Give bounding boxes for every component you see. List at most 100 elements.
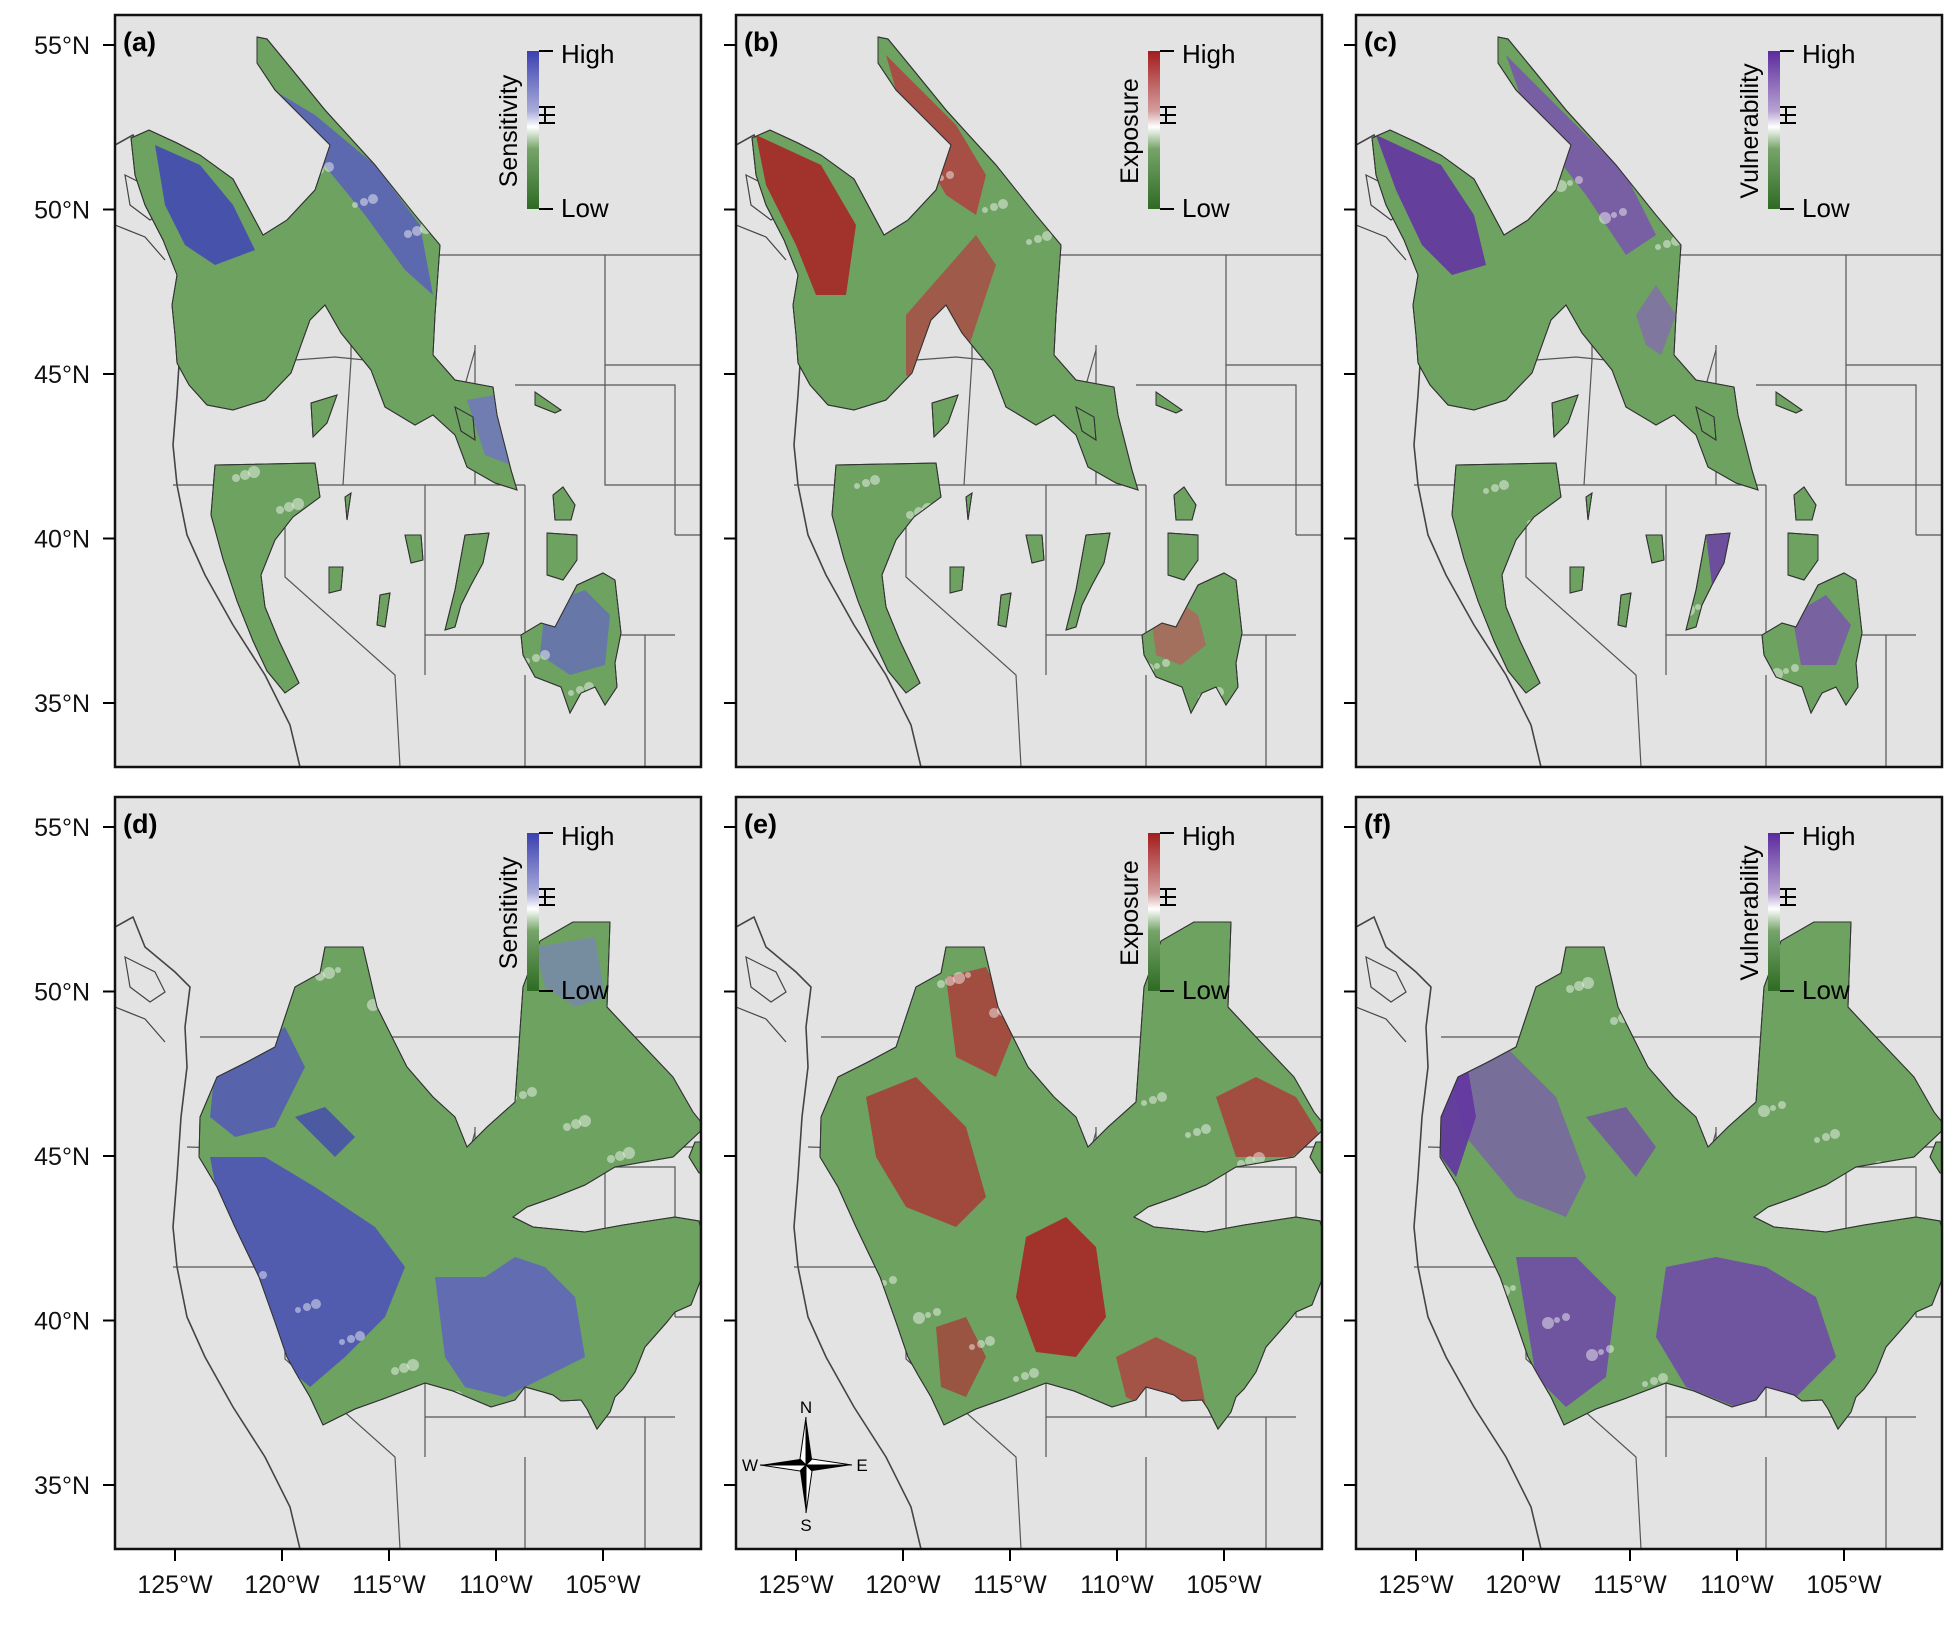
- lon-tick-label: 105°W: [565, 1571, 641, 1599]
- axis-ticks: [103, 44, 115, 704]
- lat-tick-label: 35°N: [34, 690, 90, 718]
- legend-colorbar: [1768, 833, 1780, 991]
- lon-tick-label: 120°W: [244, 1571, 320, 1599]
- lon-tick-label: 125°W: [1378, 1571, 1454, 1599]
- legend-ticks: [539, 832, 555, 992]
- high-value-patch: [1586, 1107, 1656, 1177]
- panel-label: (d): [123, 809, 157, 839]
- high-value-patch: [1636, 285, 1676, 355]
- high-value-patch: [155, 145, 255, 265]
- high-value-patch: [1706, 533, 1730, 585]
- panel-label: (e): [744, 809, 777, 839]
- legend-colorbar: [527, 51, 539, 209]
- legend-title: Exposure: [1116, 860, 1144, 966]
- high-value-patch: [295, 1107, 355, 1157]
- lon-tick-label: 110°W: [1080, 1571, 1154, 1599]
- high-value-patch: [1506, 55, 1656, 255]
- axis-labels: 55°N 50°N 45°N 40°N 35°N 55°N 50°N 45°N 40°N 35°N…: [34, 32, 1882, 1599]
- legend-high-label: High: [1802, 821, 1855, 851]
- lon-tick-label: 125°W: [758, 1571, 834, 1599]
- map-panel-c: (c) High Low Vulnerability: [1344, 13, 1944, 769]
- lon-tick-label: 120°W: [1485, 1571, 1561, 1599]
- high-value-patch: [210, 1157, 405, 1387]
- legend-high-label: High: [1182, 39, 1235, 69]
- lon-tick-label: 120°W: [865, 1571, 941, 1599]
- lon-tick-label: 110°W: [459, 1571, 533, 1599]
- legend-colorbar: [1148, 833, 1160, 991]
- compass-rose: N S W E: [742, 1398, 868, 1535]
- map-panel-d: (d) High Low Sensitivity: [103, 795, 703, 1561]
- legend-low-label: Low: [1182, 193, 1230, 223]
- legend-low-label: Low: [1182, 975, 1230, 1005]
- value-patches: [820, 922, 1321, 1429]
- legend: High Low Vulnerability: [1736, 39, 1855, 223]
- lon-tick-label: 115°W: [1593, 1571, 1667, 1599]
- high-value-patch: [1216, 1077, 1321, 1157]
- legend-high-label: High: [1802, 39, 1855, 69]
- compass-w: W: [742, 1456, 758, 1475]
- panel-label: (b): [744, 27, 778, 57]
- map-frame: [113, 795, 703, 1551]
- legend: High Low Exposure: [1116, 39, 1235, 223]
- map-frame: [734, 13, 1324, 769]
- legend: High Low Sensitivity: [495, 821, 614, 1005]
- map-frame: [734, 795, 1324, 1551]
- lat-tick-label: 50°N: [34, 979, 90, 1007]
- high-value-patch: [866, 1077, 986, 1227]
- compass-s: S: [800, 1516, 811, 1535]
- legend-low-label: Low: [561, 975, 609, 1005]
- high-value-patch: [1792, 595, 1851, 665]
- value-patches: [1440, 922, 1938, 1419]
- map-frame: [113, 13, 703, 769]
- high-value-patch: [1016, 1217, 1106, 1357]
- axis-ticks: [1344, 826, 1845, 1561]
- lat-tick-label: 45°N: [34, 361, 90, 389]
- lat-tick-label: 45°N: [34, 1143, 90, 1171]
- legend: High Low Vulnerability: [1736, 821, 1855, 1005]
- legend-colorbar: [1148, 51, 1160, 209]
- map-panel-f: (f) High Low Vulnerability: [1344, 795, 1944, 1561]
- legend-low-label: Low: [561, 193, 609, 223]
- boundaries: [736, 133, 1322, 767]
- legend-ticks: [1780, 50, 1796, 210]
- legend: High Low Sensitivity: [495, 39, 614, 223]
- legend-low-label: Low: [1802, 975, 1850, 1005]
- legend-colorbar: [527, 833, 539, 991]
- high-value-patch: [535, 937, 605, 1007]
- lon-tick-label: 110°W: [1700, 1571, 1774, 1599]
- high-value-patch: [210, 1027, 305, 1137]
- high-value-patch: [1516, 1257, 1616, 1407]
- lat-tick-label: 40°N: [34, 526, 90, 554]
- legend-high-label: High: [561, 821, 614, 851]
- legend-high-label: High: [561, 39, 614, 69]
- axis-ticks: [724, 826, 1225, 1561]
- lon-tick-label: 105°W: [1186, 1571, 1262, 1599]
- legend-title: Vulnerability: [1736, 845, 1764, 981]
- axis-ticks: [724, 44, 736, 704]
- compass-n: N: [800, 1398, 812, 1417]
- panels: (a) High Low Sensitivity (b) High Low Exposure (…: [103, 13, 1944, 1561]
- lat-tick-label: 55°N: [34, 814, 90, 842]
- axis-ticks: [103, 826, 604, 1561]
- high-value-patch: [1116, 1337, 1206, 1412]
- legend-title: Vulnerability: [1736, 63, 1764, 199]
- lat-tick-label: 50°N: [34, 197, 90, 225]
- legend-ticks: [1780, 832, 1796, 992]
- lon-tick-label: 115°W: [352, 1571, 426, 1599]
- lon-tick-label: 115°W: [973, 1571, 1047, 1599]
- axis-ticks: [1344, 44, 1356, 704]
- panel-label: (c): [1364, 27, 1397, 57]
- high-value-patch: [1656, 1257, 1836, 1407]
- lat-tick-label: 55°N: [34, 32, 90, 60]
- legend: High Low Exposure: [1116, 821, 1235, 1005]
- value-patches: [199, 935, 685, 1429]
- map-frame: [1354, 795, 1944, 1551]
- lat-tick-label: 35°N: [34, 1472, 90, 1500]
- high-value-patch: [435, 1257, 585, 1397]
- map-panel-a: (a) High Low Sensitivity: [103, 13, 703, 769]
- legend-ticks: [1160, 832, 1176, 992]
- legend-title: Sensitivity: [495, 74, 523, 187]
- panel-label: (a): [123, 27, 156, 57]
- legend-title: Exposure: [1116, 78, 1144, 184]
